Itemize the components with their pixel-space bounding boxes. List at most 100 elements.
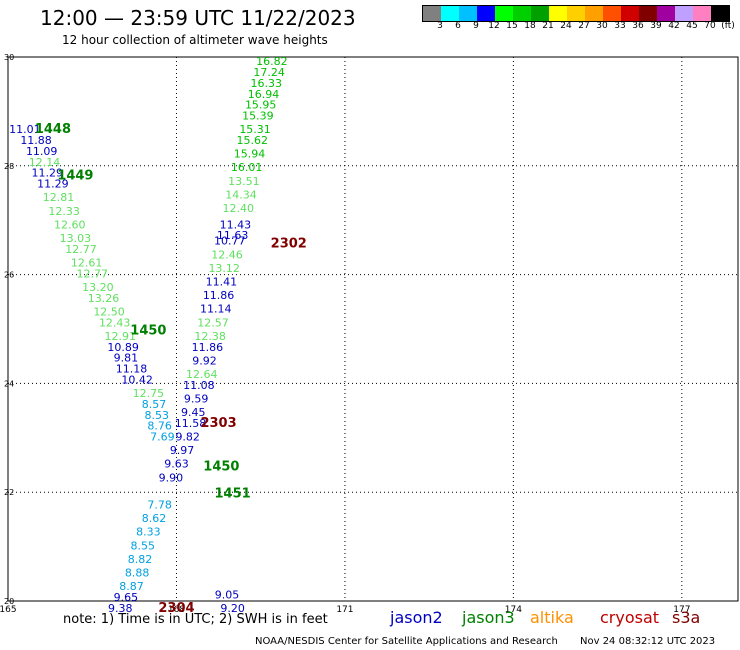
wave-height-label: 8.62 bbox=[142, 512, 167, 525]
color-tick-label: 3 bbox=[437, 21, 443, 31]
wave-height-label: 11.29 bbox=[32, 167, 64, 180]
track-time-label: 2303 bbox=[200, 416, 236, 431]
y-tick-label: 24 bbox=[4, 379, 14, 388]
wave-height-label: 16.33 bbox=[251, 77, 283, 90]
wave-height-label: 12.75 bbox=[133, 387, 165, 400]
color-swatch bbox=[675, 6, 693, 21]
color-swatch bbox=[621, 6, 639, 21]
wave-height-label: 9.63 bbox=[164, 458, 189, 471]
color-tick-label: 39 bbox=[650, 21, 662, 31]
wave-height-label: 11.86 bbox=[203, 289, 235, 302]
wave-height-label: 12.77 bbox=[65, 243, 97, 256]
wave-height-label: 11.41 bbox=[206, 275, 238, 288]
color-swatch bbox=[441, 6, 459, 21]
wave-height-label: 11.18 bbox=[116, 363, 148, 376]
wave-height-label: 12.46 bbox=[211, 248, 243, 261]
page-subtitle: 12 hour collection of altimeter wave hei… bbox=[62, 33, 328, 47]
wave-height-label: 17.24 bbox=[253, 66, 285, 79]
color-swatch bbox=[657, 6, 675, 21]
x-tick-label: 171 bbox=[336, 605, 353, 615]
y-tick-label: 20 bbox=[4, 597, 14, 606]
y-tick-label: 28 bbox=[4, 162, 14, 171]
x-tick-label: 165 bbox=[0, 605, 17, 615]
wave-height-label: 15.62 bbox=[237, 134, 269, 147]
wave-height-label: 14.34 bbox=[225, 188, 257, 201]
color-tick-label: 33 bbox=[614, 21, 626, 31]
wave-height-label: 11.08 bbox=[183, 379, 215, 392]
wave-height-label: 12.64 bbox=[186, 368, 218, 381]
color-tick-label: 12 bbox=[488, 21, 500, 31]
color-tick-label: 30 bbox=[596, 21, 608, 31]
color-tick-label: 27 bbox=[578, 21, 590, 31]
wave-height-label: 11.09 bbox=[26, 145, 58, 158]
color-swatch bbox=[459, 6, 477, 21]
wave-height-label: 8.33 bbox=[136, 526, 161, 539]
color-tick-label: 42 bbox=[668, 21, 680, 31]
wave-height-label: 12.40 bbox=[222, 202, 254, 215]
wave-height-label: 8.76 bbox=[147, 420, 172, 433]
wave-height-label: 13.20 bbox=[82, 281, 114, 294]
wave-height-label: 9.59 bbox=[184, 392, 209, 405]
color-swatch bbox=[495, 6, 513, 21]
wave-height-label: 9.90 bbox=[159, 471, 184, 484]
color-tick-label: 15 bbox=[506, 21, 518, 31]
color-swatch bbox=[603, 6, 621, 21]
wave-height-label: 11.29 bbox=[37, 178, 69, 191]
wave-height-label: 12.60 bbox=[54, 218, 86, 231]
wave-height-label: 9.45 bbox=[181, 406, 206, 419]
wave-height-label: 9.92 bbox=[192, 354, 217, 367]
wave-height-label: 8.57 bbox=[142, 398, 167, 411]
wave-height-label: 9.20 bbox=[220, 602, 245, 615]
color-tick-label: 70 bbox=[704, 21, 716, 31]
timestamp-text: Nov 24 08:32:12 UTC 2023 bbox=[580, 636, 716, 647]
wave-height-label: 15.95 bbox=[245, 99, 277, 112]
wave-height-label: 9.97 bbox=[170, 444, 195, 457]
color-swatch bbox=[531, 6, 549, 21]
wave-height-label: 7.78 bbox=[147, 499, 172, 512]
track-time-label: 1449 bbox=[57, 168, 93, 183]
wave-height-label: 11.86 bbox=[192, 341, 224, 354]
wave-height-label: 12.61 bbox=[71, 256, 103, 269]
wave-height-label: 16.01 bbox=[231, 161, 263, 174]
legend-cryosat: cryosat bbox=[600, 608, 660, 627]
color-tick-label: 24 bbox=[560, 21, 572, 31]
wave-height-label: 12.91 bbox=[105, 330, 137, 343]
wave-height-label: 9.38 bbox=[108, 602, 133, 615]
wave-height-label: 8.55 bbox=[131, 539, 156, 552]
wave-height-label: 15.94 bbox=[234, 148, 266, 161]
wave-height-label: 12.38 bbox=[194, 330, 226, 343]
wave-height-label: 13.26 bbox=[88, 292, 120, 305]
color-scale-bar bbox=[422, 5, 730, 22]
x-tick-label: 174 bbox=[505, 605, 522, 615]
wave-height-label: 7.69 bbox=[150, 431, 175, 444]
legend-altika: altika bbox=[530, 608, 574, 627]
wave-height-label: 12.50 bbox=[93, 305, 125, 318]
color-swatch bbox=[477, 6, 495, 21]
wave-height-label: 16.94 bbox=[248, 88, 280, 101]
track-time-label: 2304 bbox=[158, 601, 194, 616]
color-scale-ticks: 3 6 9 12 15 18 21 24 27 30 33 36 39 42 45 70 (ft) bbox=[422, 21, 735, 33]
wave-height-label: 11.88 bbox=[20, 134, 52, 147]
track-time-label: 1450 bbox=[203, 459, 239, 474]
y-tick-label: 26 bbox=[4, 271, 14, 280]
track-time-label: 1448 bbox=[35, 122, 71, 137]
legend-jason3: jason3 bbox=[462, 608, 515, 627]
color-tick-label: 18 bbox=[524, 21, 536, 31]
color-tick-label: 21 bbox=[542, 21, 554, 31]
wave-height-label: 10.77 bbox=[214, 235, 246, 248]
wave-height-label: 12.33 bbox=[48, 205, 80, 218]
wave-height-label: 10.42 bbox=[121, 373, 153, 386]
wave-height-label: 12.43 bbox=[99, 316, 131, 329]
color-swatch bbox=[549, 6, 567, 21]
wave-height-label: 9.82 bbox=[175, 431, 200, 444]
x-tick-label: 177 bbox=[673, 605, 690, 615]
color-swatch bbox=[711, 6, 729, 21]
wave-height-label: 10.89 bbox=[107, 341, 139, 354]
wave-height-label: 12.14 bbox=[29, 156, 61, 169]
track-time-label: 1450 bbox=[130, 323, 166, 338]
color-tick-label: 36 bbox=[632, 21, 644, 31]
wave-height-label: 16.82 bbox=[256, 55, 288, 68]
color-swatch bbox=[693, 6, 711, 21]
wave-height-label: 9.05 bbox=[215, 588, 240, 601]
